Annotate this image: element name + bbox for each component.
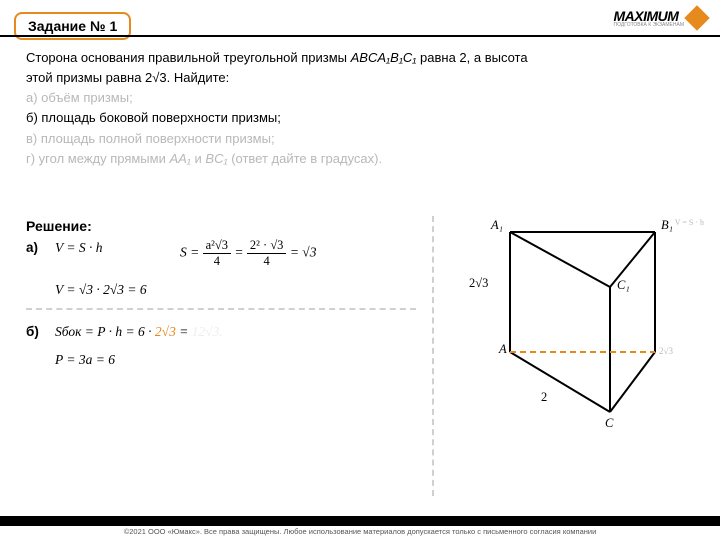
prism-figure: A₁ B₁ C₁ A C 2√3 2 2√3 — [455, 212, 695, 442]
logo-subtitle: ПОДГОТОВКА К ЭКЗАМЕНАМ — [614, 22, 684, 28]
problem-hvalue: 2√3 — [145, 70, 167, 85]
b-eq1-fade: 12√3. — [192, 324, 223, 339]
part-a-label: а) — [26, 240, 38, 255]
problem-intro-b: равна 2, а высота — [416, 50, 527, 65]
b-eq1-orange: 2√3 — [155, 324, 176, 339]
eq2-tail: = √3 — [290, 245, 317, 260]
logo: MAXIMUM ПОДГОТОВКА К ЭКЗАМЕНАМ — [614, 8, 706, 28]
footer-bar — [0, 516, 720, 526]
item-g-and: и — [191, 151, 206, 166]
label-C: C — [605, 416, 613, 431]
item-g-a: г) угол между прямыми — [26, 151, 169, 166]
problem-item-v: в) площадь полной поверхности призмы; — [26, 131, 275, 146]
part-b-label: б) — [26, 324, 39, 339]
b-eq2-text: P = 3a = 6 — [55, 352, 115, 367]
eq1-text: V = S · h — [55, 240, 103, 255]
label-C1: C₁ — [617, 278, 630, 293]
item-g-b: (ответ дайте в градусах). — [228, 151, 383, 166]
prism-svg — [455, 212, 695, 442]
part-a-eq1: V = S · h — [55, 240, 103, 256]
problem-item-a: а) объём призмы; — [26, 90, 133, 105]
frac1-num: a²√3 — [203, 238, 231, 254]
item-g-bc1: BC₁ — [205, 151, 227, 166]
frac2: 2² · √3 4 — [247, 238, 287, 269]
eq2-lead: S = — [180, 245, 203, 260]
problem-line2a: этой призмы равна — [26, 70, 145, 85]
dashed-separator — [26, 308, 416, 310]
frac2-den: 4 — [247, 254, 287, 269]
eq2-mid: = — [234, 245, 247, 260]
b-eq1-eq: = — [176, 324, 192, 339]
b-eq1-a: Sбок = P · h = 6 · — [55, 324, 155, 339]
part-a-eq3: V = √3 · 2√3 = 6 — [55, 282, 147, 298]
solution-label: Решение: — [26, 218, 92, 234]
label-B1: B₁ — [661, 218, 673, 233]
prism-name: ABCA₁B₁C₁ — [351, 50, 417, 65]
vertical-separator — [432, 216, 434, 496]
right-side-label: 2√3 — [659, 346, 673, 356]
base-label: 2 — [541, 390, 547, 405]
label-A1: A₁ — [491, 218, 503, 233]
top-rule — [0, 35, 720, 37]
problem-intro-a: Сторона основания правильной треугольной… — [26, 50, 351, 65]
frac2-num: 2² · √3 — [247, 238, 287, 254]
height-label: 2√3 — [469, 276, 488, 291]
logo-arrow-icon — [684, 5, 709, 30]
item-g-aa1: AA₁ — [169, 151, 190, 166]
frac1: a²√3 4 — [203, 238, 231, 269]
copyright: ©2021 ООО «Юмакс». Все права защищены. Л… — [0, 527, 720, 536]
problem-statement: Сторона основания правильной треугольной… — [26, 48, 694, 169]
problem-line2b: . Найдите: — [167, 70, 230, 85]
problem-item-g: г) угол между прямыми AA₁ и BC₁ (ответ д… — [26, 151, 382, 166]
part-a-eq2: S = a²√3 4 = 2² · √3 4 = √3 — [180, 238, 316, 269]
eq3-text: V = √3 · 2√3 = 6 — [55, 282, 147, 297]
part-b-eq1: Sбок = P · h = 6 · 2√3 = 12√3. — [55, 324, 223, 340]
frac1-den: 4 — [203, 254, 231, 269]
label-A: A — [499, 342, 507, 357]
part-b-eq2: P = 3a = 6 — [55, 352, 115, 368]
problem-item-b: б) площадь боковой поверхности призмы; — [26, 110, 281, 125]
